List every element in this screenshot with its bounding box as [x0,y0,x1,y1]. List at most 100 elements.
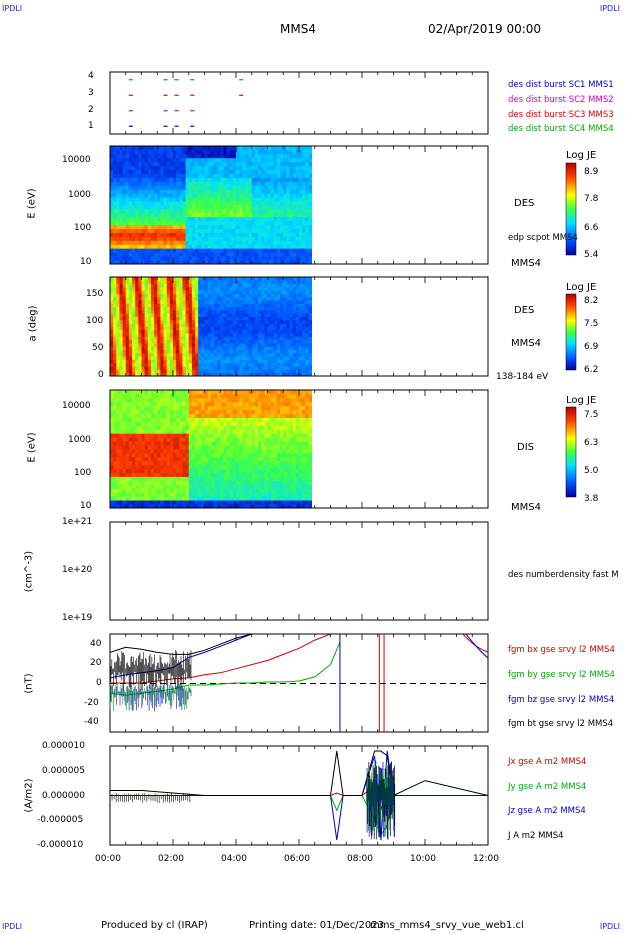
heatmap-cell [207,165,212,170]
heatmap-cell [220,464,224,470]
heatmap-cell [232,372,237,377]
heatmap-cell [138,205,142,210]
heatmap-cell [232,212,237,218]
heatmap-cell [226,280,231,284]
heatmap-cell [198,346,202,350]
heatmap-cell [141,283,146,288]
heatmap-cell [154,445,158,450]
heatmap-cell [299,329,303,334]
heatmap-cell [210,456,215,462]
heatmap-cell [201,201,205,206]
heatmap-cell [292,352,297,357]
heatmap-cell [302,201,306,206]
heatmap-cell [273,339,278,344]
heatmap-cell [116,362,120,367]
heatmap-cell [226,480,231,485]
heatmap-cell [122,413,127,418]
heatmap-cell [157,306,161,311]
heatmap-cell [264,339,268,344]
heatmap-cell [157,216,161,222]
heatmap-cell [163,333,168,337]
heatmap-cell [154,161,158,167]
heatmap-cell [163,464,168,470]
heatmap-cell [232,293,237,298]
heatmap-cell [276,185,281,190]
heatmap-cell [286,236,290,241]
heatmap-cell [264,153,268,159]
heatmap-cell [242,293,246,298]
heatmap-cell [116,456,120,462]
heatmap-cell [239,181,243,186]
heatmap-cell [195,464,199,470]
heatmap-cell [273,310,278,314]
heatmap-cell [308,240,312,245]
heatmap-cell [210,329,215,334]
heatmap-cell [245,303,249,308]
heatmap-cell [150,181,155,186]
heatmap-cell [229,169,234,174]
heatmap-cell [128,256,133,261]
heatmap-cell [166,409,171,414]
heatmap-cell [204,343,209,347]
heatmap-cell [160,352,164,357]
heatmap-cell [308,173,312,178]
heatmap-cell [191,326,196,331]
heatmap-cell [308,359,312,364]
heatmap-cell [179,293,183,298]
heatmap-cell [173,283,177,288]
heatmap-cell [147,393,152,399]
heatmap-cell [276,280,281,284]
heatmap-cell [258,228,262,233]
heatmap-cell [295,169,300,174]
heatmap-cell [308,248,312,253]
heatmap-cell [116,441,120,446]
heatmap-cell [132,256,136,261]
heatmap-cell [295,185,300,190]
heatmap-cell [160,153,164,159]
heatmap-cell [223,290,227,294]
heatmap-cell [160,425,164,430]
heatmap-cell [273,290,278,294]
heatmap-cell [132,488,136,493]
heatmap-cell [125,212,130,218]
heatmap-cell [295,296,300,301]
heatmap-cell [264,283,268,288]
heatmap-cell [163,437,168,442]
heatmap-cell [217,372,221,377]
heatmap-cell [223,177,227,182]
heatmap-cell [280,197,284,202]
heatmap-cell [166,343,171,347]
heatmap-cell [122,212,127,218]
heatmap-cell [132,212,136,218]
heatmap-cell [276,372,281,377]
heatmap-cell [122,452,127,458]
heatmap-cell [220,313,224,317]
heatmap-cell [267,280,272,284]
heatmap-cell [270,280,275,284]
heatmap-cell [132,449,136,454]
heatmap-cell [122,390,127,395]
heatmap-cell [201,456,205,462]
heatmap-cell [163,326,168,331]
heatmap-cell [144,293,149,298]
heatmap-cell [251,372,256,377]
heatmap-cell [141,449,146,454]
heatmap-cell [207,393,212,399]
heatmap-cell [254,236,259,241]
heatmap-cell [198,248,202,253]
heatmap-cell [128,496,133,501]
heatmap-cell [173,437,177,442]
heatmap-cell [217,240,221,245]
heatmap-cell [138,149,142,155]
heatmap-cell [267,356,272,360]
heatmap-cell [141,185,146,190]
heatmap-cell [195,359,199,364]
heatmap-cell [207,300,212,304]
heatmap-cell [163,177,168,182]
heatmap-cell [204,240,209,245]
heatmap-cell [141,256,146,261]
heatmap-cell [163,189,168,194]
heatmap-cell [201,212,205,218]
heatmap-cell [132,149,136,155]
heatmap-cell [239,349,243,354]
